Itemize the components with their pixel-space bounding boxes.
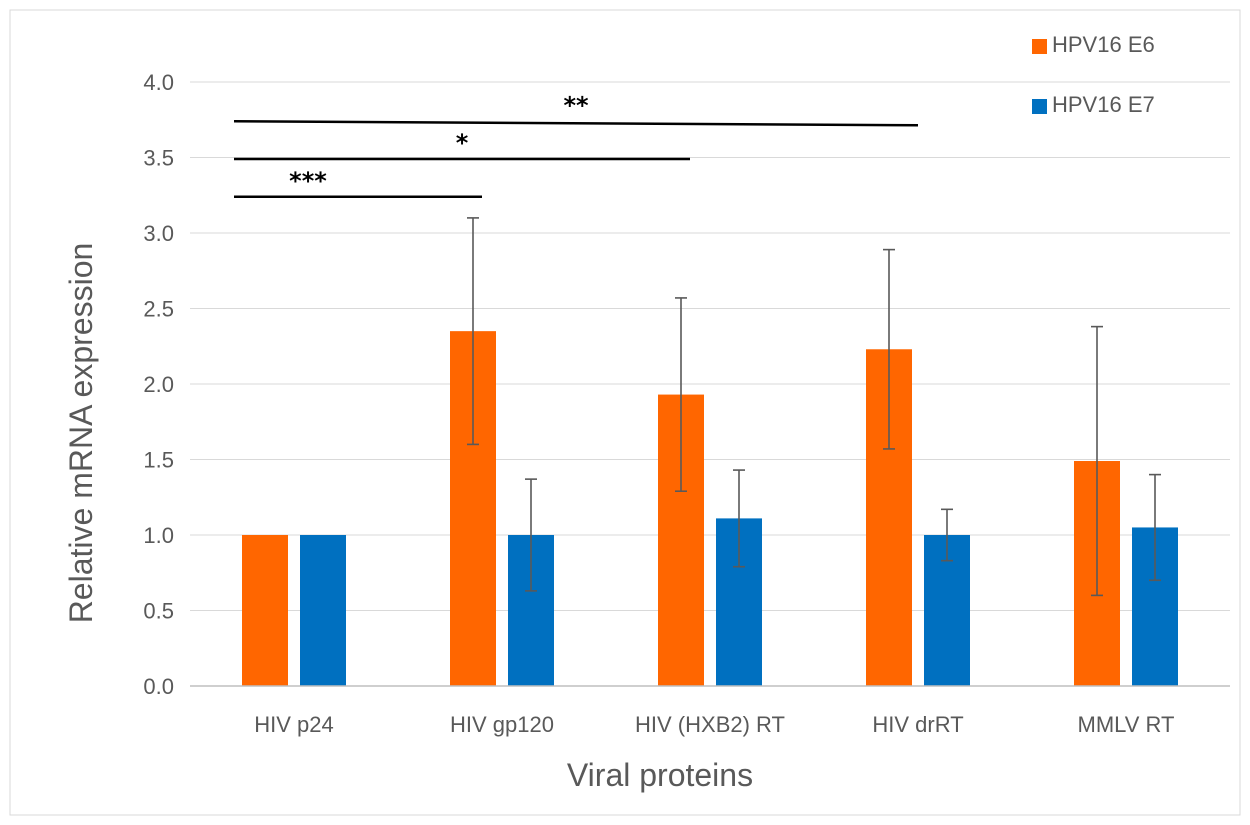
y-tick-label: 1.5 <box>143 448 174 473</box>
x-tick-label: HIV (HXB2) RT <box>635 712 785 737</box>
x-tick-label: HIV p24 <box>254 712 334 737</box>
y-tick-label: 3.0 <box>143 221 174 246</box>
gridlines <box>190 81 1230 611</box>
significance-label: ** <box>563 91 589 119</box>
x-tick-label: MMLV RT <box>1078 712 1175 737</box>
y-tick-label: 2.0 <box>143 372 174 397</box>
y-axis-title: Relative mRNA expression <box>63 243 99 624</box>
y-tick-label: 2.5 <box>143 297 174 322</box>
x-axis-title: Viral proteins <box>567 757 753 793</box>
axes: 0.0 0.5 1.0 1.5 2.0 2.5 3.0 3.5 4.0 HIV p24 HIV gp… <box>143 70 1230 737</box>
x-tick-label: HIV drRT <box>872 712 963 737</box>
bar <box>242 535 288 686</box>
legend-swatch <box>1032 99 1047 114</box>
y-tick-label: 0.5 <box>143 599 174 624</box>
chart-frame <box>9 9 1241 816</box>
legend-label: HPV16 E6 <box>1052 32 1155 57</box>
legend: HPV16 E6 HPV16 E7 <box>1032 32 1155 117</box>
y-tick-label: 3.5 <box>143 146 174 171</box>
bar <box>300 535 346 686</box>
x-tick-label: HIV gp120 <box>450 712 554 737</box>
significance-label: *** <box>289 167 327 195</box>
y-tick-label: 4.0 <box>143 70 174 95</box>
significance-annotations: ****** <box>233 91 919 199</box>
significance-line <box>233 120 919 127</box>
y-tick-label: 0.0 <box>143 674 174 699</box>
legend-label: HPV16 E7 <box>1052 92 1155 117</box>
error-bars <box>467 217 1161 597</box>
significance-label: * <box>456 129 469 157</box>
bars <box>242 331 1178 686</box>
y-tick-label: 1.0 <box>143 523 174 548</box>
legend-swatch <box>1032 39 1047 54</box>
